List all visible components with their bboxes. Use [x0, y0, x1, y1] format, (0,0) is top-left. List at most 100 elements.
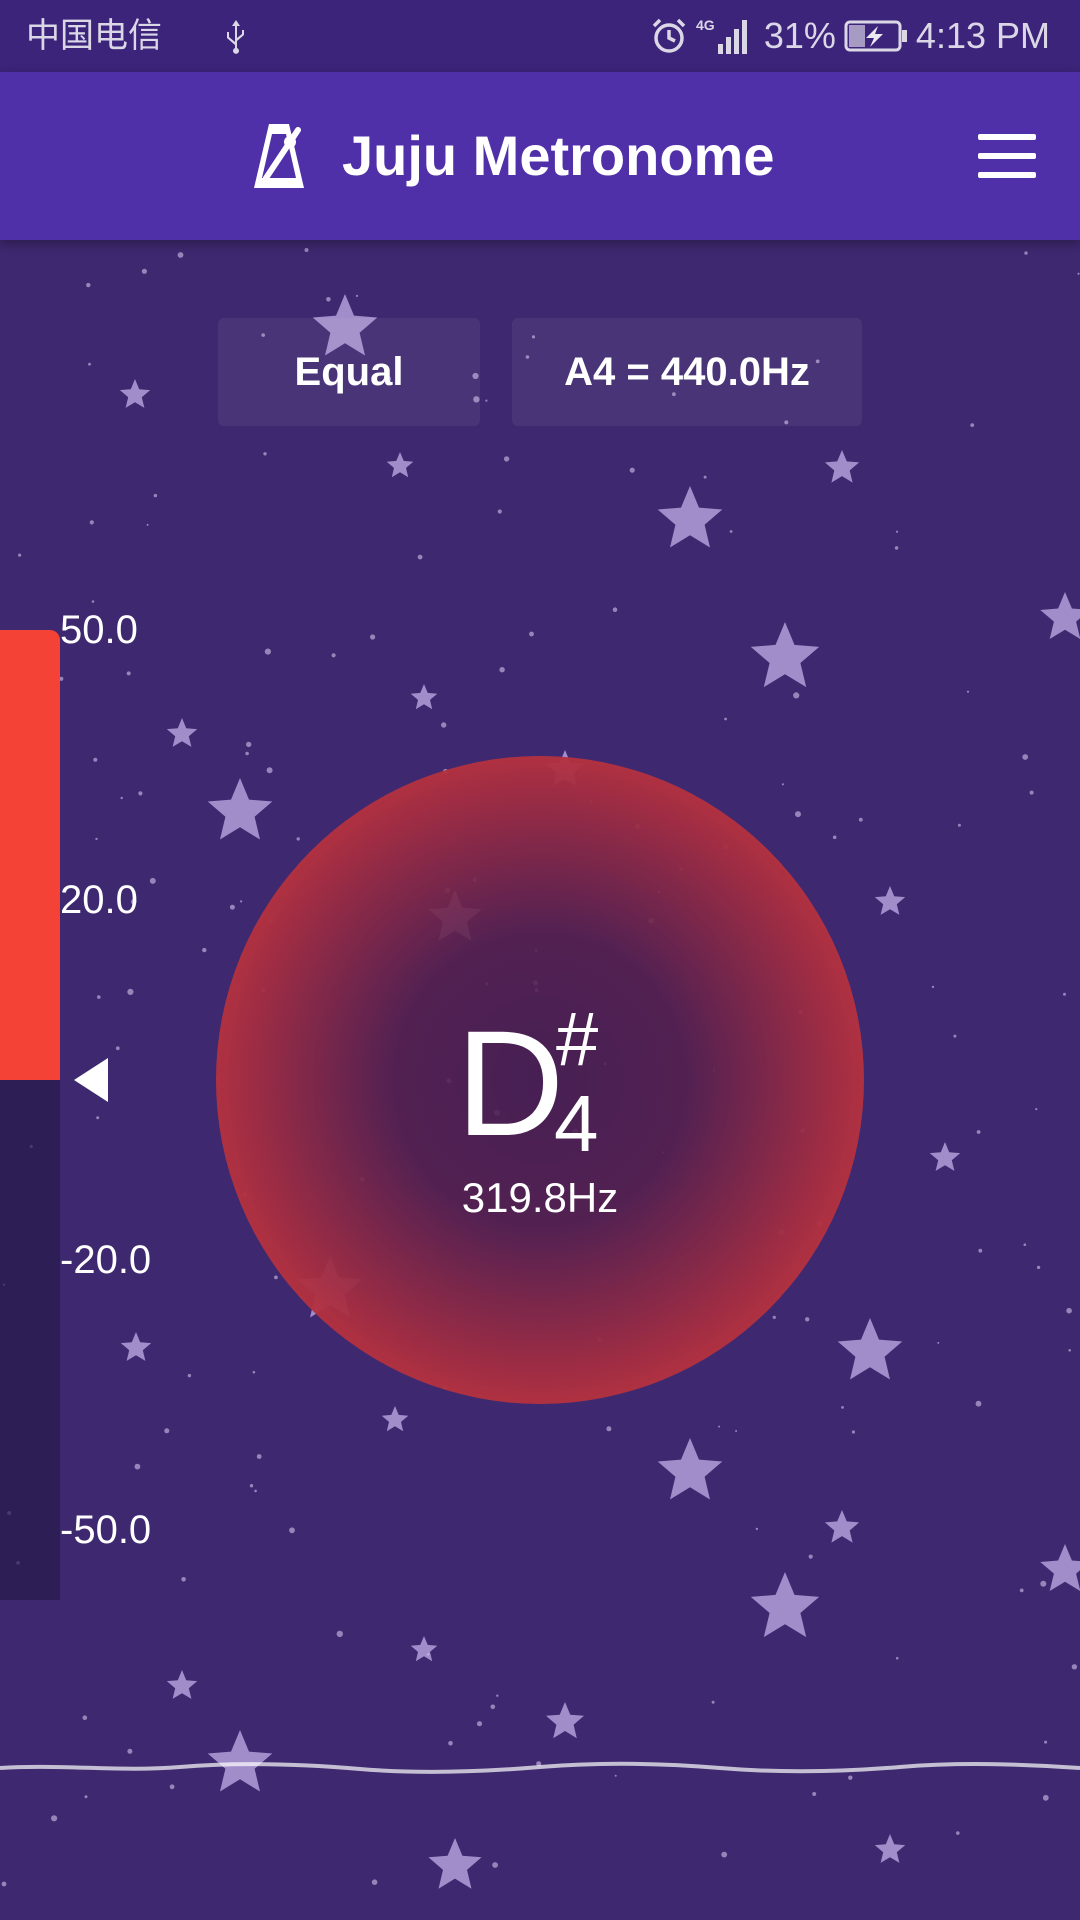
star-dot [138, 791, 143, 796]
star-dot [718, 1425, 721, 1428]
star-dot [729, 530, 733, 533]
star-shape [874, 1834, 906, 1863]
star-dot [1029, 790, 1034, 795]
carrier-name: 中国电信 [26, 16, 162, 56]
star-dot [1066, 1307, 1072, 1314]
star-dot [149, 877, 156, 884]
star-shape [312, 294, 378, 356]
menu-icon-line [978, 134, 1036, 140]
star-shape [657, 1438, 723, 1500]
star-shape [929, 1142, 961, 1171]
star-dot [735, 1430, 738, 1432]
star-dot [1040, 1580, 1047, 1587]
star-shape [410, 684, 438, 710]
star-dot [805, 1317, 810, 1322]
note-frequency: 319.8Hz [461, 1174, 619, 1221]
star-dot [711, 1700, 715, 1704]
star-shape [874, 886, 906, 915]
star-dot [894, 546, 899, 550]
star-dot [370, 634, 376, 640]
star-dot [858, 817, 863, 822]
star-dot [245, 751, 249, 756]
star-shape [657, 486, 723, 548]
star-shape [386, 452, 414, 478]
star-dot [473, 396, 480, 403]
star-dot [261, 333, 266, 337]
star-dot [264, 648, 271, 655]
star-dot [784, 420, 789, 425]
star-dot [525, 355, 530, 359]
star-dot [181, 1577, 186, 1582]
star-dot [448, 1740, 453, 1746]
battery-charging-icon [844, 20, 907, 52]
star-dot [721, 1851, 728, 1858]
status-bar: 中国电信 4G 31% 4:13 PM [0, 0, 1080, 72]
star-dot [296, 837, 300, 841]
star-dot [246, 741, 252, 748]
star-dot [336, 1630, 343, 1638]
star-dot [1019, 1588, 1024, 1593]
star-dot [274, 1275, 278, 1280]
star-dot [84, 1795, 88, 1799]
star-dot [707, 375, 713, 380]
star-dot [606, 1426, 612, 1432]
menu-button[interactable] [978, 134, 1036, 178]
star-dot [266, 767, 273, 774]
star-dot [256, 1454, 262, 1459]
note-letter: D [456, 999, 565, 1167]
star-dot [1023, 1243, 1027, 1246]
star-dot [229, 904, 235, 910]
temperament-selector[interactable]: Equal [218, 318, 480, 426]
star-dot [1042, 1794, 1049, 1801]
star-dot [499, 667, 505, 673]
star-dot [254, 1489, 257, 1493]
audio-waveform-line [0, 1761, 1080, 1774]
star-dot [755, 1527, 759, 1531]
star-shape [750, 1572, 820, 1638]
star-dot [808, 1554, 813, 1559]
star-dot [1, 1881, 7, 1887]
star-shape [824, 450, 860, 483]
star-shape [837, 1318, 903, 1380]
reference-pitch-selector[interactable]: A4 = 440.0Hz [512, 318, 862, 426]
star-dot [141, 268, 147, 274]
star-dot [848, 1775, 853, 1780]
star-dot [476, 1721, 483, 1727]
star-dot [97, 995, 101, 999]
star-dot [953, 1034, 957, 1038]
star-dot [164, 1428, 170, 1434]
meter-label-top: 50.0 [60, 608, 138, 652]
star-dot [851, 1430, 856, 1434]
star-shape [824, 1510, 860, 1543]
star-dot [957, 823, 961, 827]
star-dot [371, 1879, 378, 1885]
star-dot [1035, 1108, 1038, 1111]
network-type: 4G [696, 17, 715, 33]
star-dot [1036, 1265, 1041, 1270]
star-shape [1040, 592, 1080, 639]
cents-meter-fill [0, 630, 60, 1080]
menu-icon-line [978, 172, 1036, 178]
star-dot [95, 837, 98, 841]
star-dot [629, 467, 635, 473]
star-dot [795, 811, 801, 818]
star-dot [772, 1315, 776, 1319]
app-bar: Juju Metronome [0, 72, 1080, 240]
star-dot [490, 1704, 496, 1710]
star-dot [331, 653, 336, 658]
star-dot [1071, 1664, 1078, 1670]
star-dot [131, 898, 137, 905]
note-octave: 4 [554, 1079, 599, 1168]
star-dot [503, 456, 510, 462]
star-dot [724, 717, 727, 721]
star-dot [975, 1400, 982, 1407]
star-dot [815, 359, 820, 364]
star-dot [355, 294, 359, 297]
star-dot [492, 1862, 498, 1868]
star-dot [703, 475, 707, 479]
star-shape [166, 1670, 198, 1699]
star-dot [931, 985, 935, 989]
star-dot [134, 1463, 141, 1470]
star-shape [546, 1702, 584, 1739]
star-dot [18, 553, 22, 557]
